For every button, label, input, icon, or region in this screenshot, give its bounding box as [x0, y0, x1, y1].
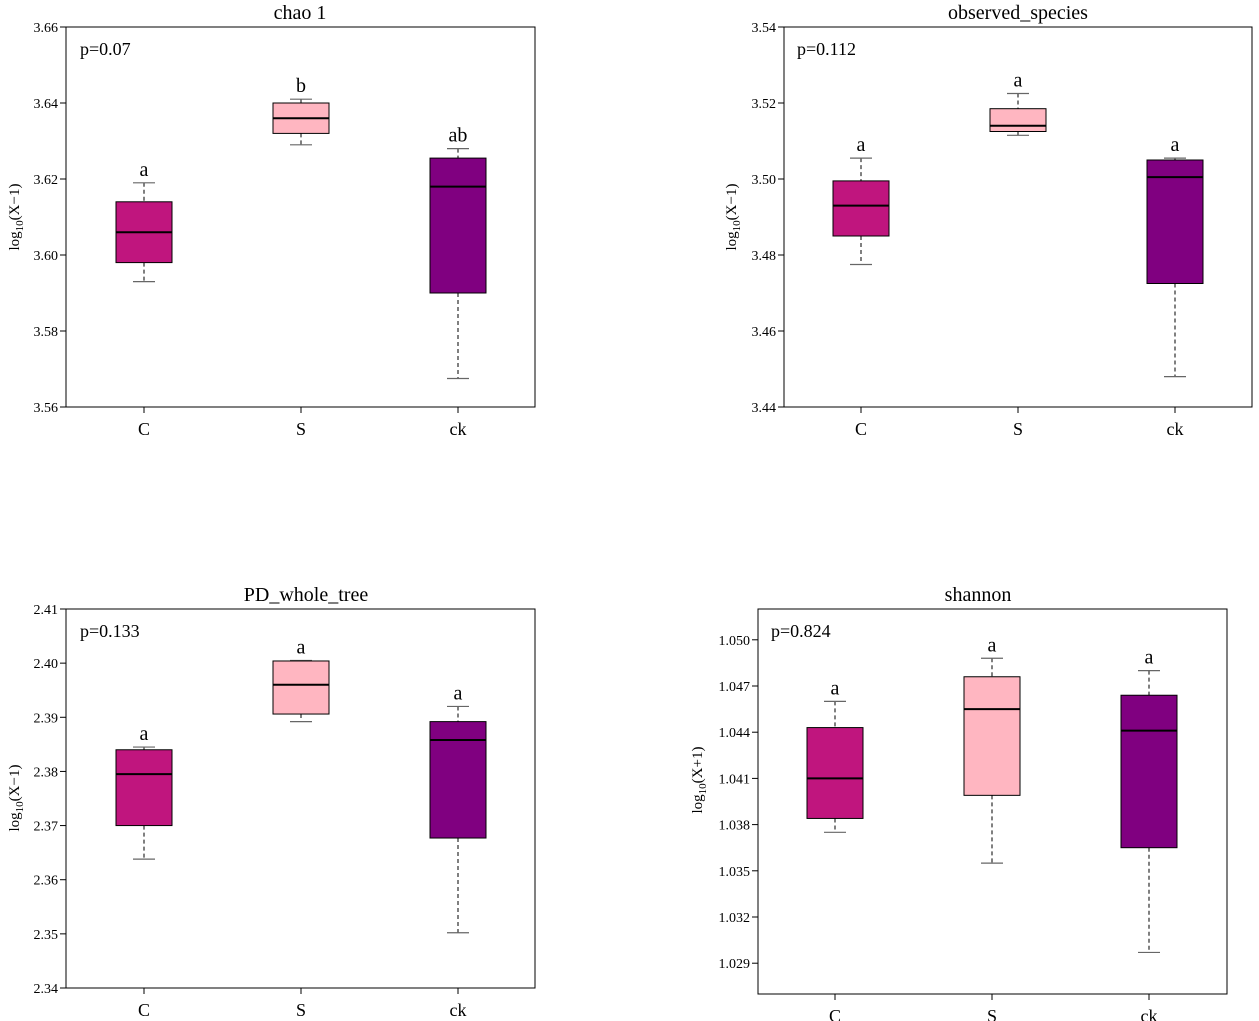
box-C — [115, 749, 173, 827]
y-tick-label: 3.60 — [34, 249, 59, 264]
y-label-arg: (X+1) — [690, 747, 706, 784]
box-C — [832, 180, 890, 237]
y-axis-label: log10(X−1) — [7, 765, 26, 832]
box-S — [272, 660, 330, 715]
y-tick-label: 2.35 — [34, 928, 59, 943]
significance-letter: a — [831, 677, 840, 699]
y-axis-label: log10(X+1) — [690, 747, 709, 814]
x-tick-label: ck — [1167, 419, 1184, 439]
y-label-arg: (X−1) — [724, 184, 740, 221]
y-tick-label: 1.035 — [719, 865, 751, 880]
y-label-sub: 10 — [697, 783, 709, 795]
panel-title: observed_species — [948, 2, 1088, 24]
y-tick-label: 1.041 — [719, 772, 751, 787]
y-label-log: log — [7, 231, 23, 251]
significance-letter: a — [297, 636, 306, 658]
plot-area: 1.029 1.032 1.035 1.038 1.041 1.044 1.047 1.050… — [719, 608, 1228, 1021]
box-ck — [1146, 159, 1204, 284]
y-tick-label: 3.44 — [752, 401, 777, 416]
y-label-sub: 10 — [14, 220, 26, 232]
x-tick-label: S — [296, 1000, 306, 1020]
x-tick-label: ck — [1141, 1006, 1158, 1021]
p-value: p=0.133 — [80, 621, 140, 641]
y-tick-label: 2.34 — [34, 982, 59, 997]
x-tick-label: S — [987, 1006, 997, 1021]
y-tick-label: 1.038 — [719, 819, 751, 834]
box-S — [963, 676, 1021, 796]
y-tick-label: 2.39 — [34, 711, 59, 726]
y-tick-label: 3.54 — [752, 21, 777, 36]
y-tick-label: 3.66 — [34, 21, 59, 36]
y-tick-label: 3.48 — [752, 249, 777, 264]
y-tick-label: 2.37 — [34, 820, 59, 835]
p-value: p=0.07 — [80, 39, 131, 59]
y-axis-label: log10(X−1) — [7, 184, 26, 251]
significance-letter: a — [857, 134, 866, 156]
y-label-arg: (X−1) — [7, 184, 23, 221]
plot-frame — [783, 26, 1253, 408]
y-tick-label: 2.41 — [34, 603, 59, 618]
y-tick-label: 3.56 — [34, 401, 59, 416]
significance-letter: a — [1014, 70, 1023, 92]
y-tick-label: 2.36 — [34, 874, 59, 889]
x-tick-label: S — [296, 419, 306, 439]
box-C — [806, 727, 864, 819]
x-tick-label: C — [138, 1000, 150, 1020]
plot-frame — [65, 26, 536, 408]
significance-letter: b — [296, 75, 306, 97]
y-tick-label: 2.40 — [34, 657, 59, 672]
x-tick-label: ck — [450, 419, 467, 439]
y-tick-label: 1.047 — [719, 680, 751, 695]
significance-letter: a — [454, 682, 463, 704]
significance-letter: a — [1171, 134, 1180, 156]
y-axis-label: log10(X−1) — [724, 184, 743, 251]
y-tick-label: 3.58 — [34, 325, 59, 340]
panel-title: PD_whole_tree — [244, 584, 369, 606]
y-tick-label: 1.032 — [719, 911, 751, 926]
panel-shannon: shannon p=0.824 log10(X+1) 1.0291.0321.0… — [690, 584, 1228, 1021]
panel-chao1: chao 1 p=0.07 log10(X−1) 3.56 3.58 3.60 3.6… — [7, 2, 536, 439]
significance-letter: a — [988, 634, 997, 656]
box-ck — [429, 157, 487, 294]
panel-title: shannon — [945, 584, 1012, 606]
x-tick-label: C — [138, 419, 150, 439]
y-tick-label: 3.64 — [34, 97, 59, 112]
y-tick-label: 3.62 — [34, 173, 59, 188]
y-tick-label: 2.38 — [34, 765, 59, 780]
y-tick-label: 3.46 — [752, 325, 777, 340]
significance-letter: ab — [449, 125, 468, 147]
y-tick-label: 1.044 — [719, 726, 751, 741]
y-tick-label: 1.029 — [719, 957, 751, 972]
y-label-arg: (X−1) — [7, 765, 23, 802]
y-label-sub: 10 — [14, 801, 26, 813]
x-tick-label: ck — [450, 1000, 467, 1020]
significance-letter: a — [1145, 647, 1154, 669]
panel-observed-species: observed_species p=0.112 log10(X−1) 3.44… — [724, 2, 1253, 439]
significance-letter: a — [140, 159, 149, 181]
y-label-sub: 10 — [731, 220, 743, 232]
y-label-log: log — [7, 812, 23, 832]
y-label-log: log — [690, 794, 706, 814]
y-tick-label: 1.050 — [719, 634, 751, 649]
y-tick-label: 3.50 — [752, 173, 777, 188]
p-value: p=0.824 — [771, 621, 831, 641]
x-tick-label: C — [855, 419, 867, 439]
y-tick-label: 3.52 — [752, 97, 777, 112]
x-tick-label: S — [1013, 419, 1023, 439]
panel-title: chao 1 — [274, 2, 327, 24]
plot-frame — [757, 608, 1228, 995]
box-S — [989, 108, 1047, 132]
p-value: p=0.112 — [797, 39, 856, 59]
y-label-log: log — [724, 231, 740, 251]
panel-pd-whole-tree: PD_whole_tree p=0.133 log10(X−1) 2.342.3… — [7, 584, 536, 1020]
box-ck — [1120, 694, 1178, 849]
x-tick-label: C — [829, 1006, 841, 1021]
significance-letter: a — [140, 723, 149, 745]
plot-frame — [65, 608, 536, 989]
